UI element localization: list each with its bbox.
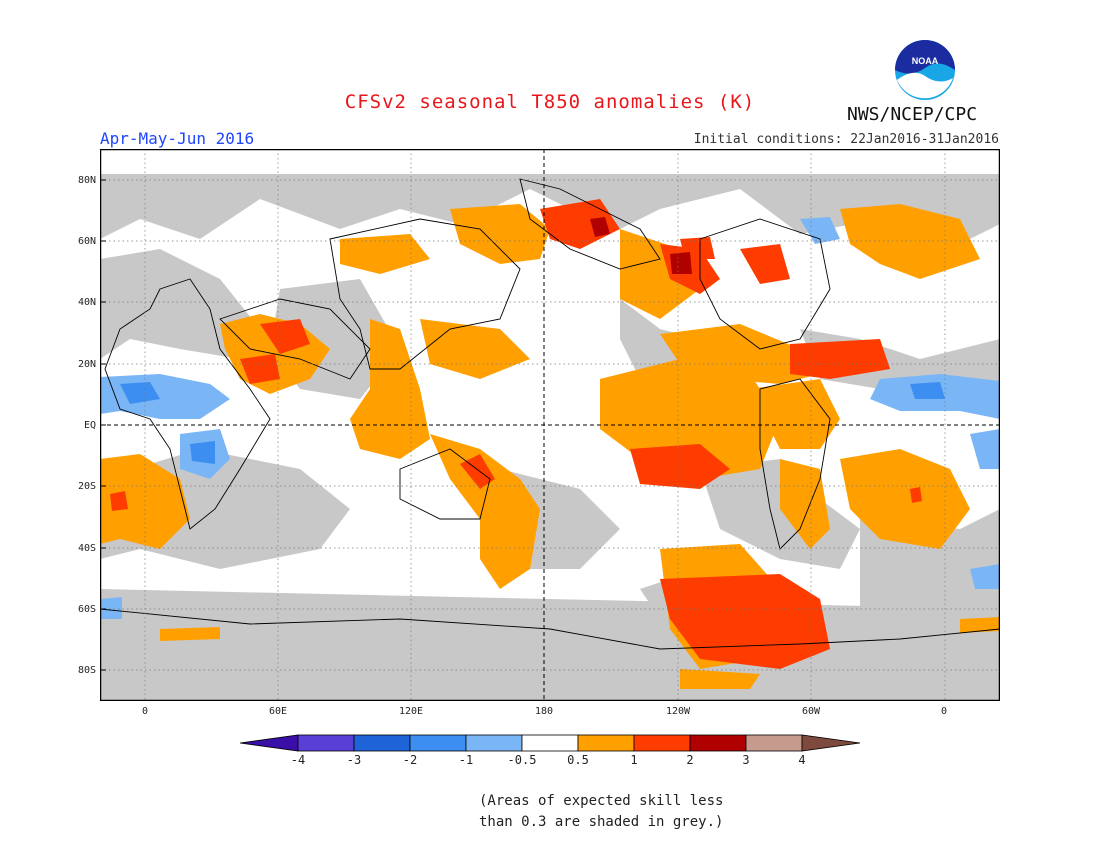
season-label: Apr-May-Jun 2016 [100,129,255,148]
lon-label: 60E [268,706,288,717]
noaa-logo: NOAA [895,40,955,100]
lat-label: 40N [77,297,96,308]
legend-swatch [297,734,355,752]
lon-label: 180 [534,706,554,717]
lon-label: 60W [801,706,821,717]
legend-tick-label: -0.5 [507,753,537,767]
legend-swatch [240,734,299,752]
anomaly-map [100,149,1000,701]
color-legend-bar [240,734,861,752]
legend-swatch [745,734,803,752]
lat-label: EQ [83,420,96,431]
warm-anomaly-strong [590,217,692,274]
lon-label: 0 [940,706,948,717]
warm-anomaly-mid [110,199,922,669]
legend-swatch [521,734,579,752]
lat-label: 80S [77,665,96,676]
legend-tick-label: -1 [458,753,474,767]
legend-swatch [801,734,861,752]
lat-label: 20S [77,481,96,492]
legend-swatch [633,734,691,752]
coastlines [100,178,1000,650]
legend-swatch [409,734,467,752]
lon-label: 0 [141,706,149,717]
legend-swatch [577,734,635,752]
legend-tick-label: 2 [686,753,694,767]
lon-label: 120E [398,706,424,717]
lat-label: 60N [77,236,96,247]
lat-label: 20N [77,359,96,370]
map-title: CFSv2 seasonal T850 anomalies (K) [344,91,756,113]
legend-tick-label: 3 [742,753,750,767]
legend-tick-label: 0.5 [567,753,589,767]
legend-tick-label: -3 [346,753,362,767]
org-label: NWS/NCEP/CPC [847,104,978,125]
skill-note-line2: than 0.3 are shaded in grey.) [479,814,724,830]
legend-swatch [689,734,747,752]
skill-note-line1: (Areas of expected skill less [479,793,724,809]
legend-swatch [353,734,411,752]
legend-tick-label: -2 [402,753,418,767]
lat-label: 60S [77,604,96,615]
lat-label: 80N [77,175,96,186]
map-border [100,149,1000,701]
legend-tick-label: 1 [630,753,638,767]
lat-label: 40S [77,543,96,554]
cool-anomaly-mid [120,382,945,464]
legend-swatch [465,734,523,752]
initial-conditions-label: Initial conditions: 22Jan2016-31Jan2016 [693,132,999,147]
lon-label: 120W [665,706,691,717]
legend-tick-label: -4 [290,753,306,767]
noaa-logo-text: NOAA [912,56,939,66]
legend-tick-label: 4 [798,753,806,767]
skill-note: (Areas of expected skill less than 0.3 a… [479,791,723,833]
